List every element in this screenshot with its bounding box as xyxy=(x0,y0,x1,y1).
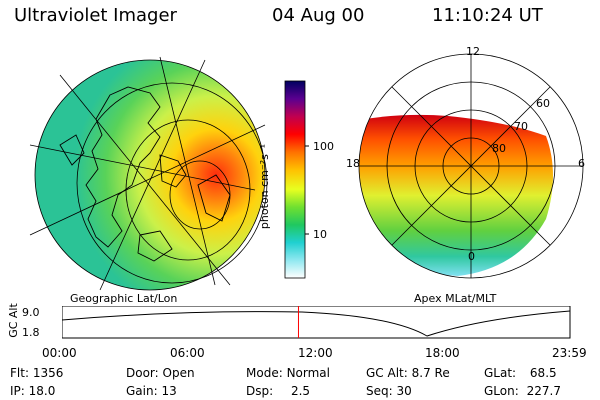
ip-value: 18.0 xyxy=(28,384,56,398)
timeline-axis-label: GC Alt xyxy=(6,303,20,338)
colorbar-tick-10: 10 xyxy=(313,228,327,241)
timeline-ytick-high: 9.0 xyxy=(22,306,40,319)
mlt-label-18: 18 xyxy=(346,157,360,170)
gc-alt-field: GC Alt: 8.7 Re xyxy=(366,366,450,380)
mlt-label-0: 0 xyxy=(468,250,475,263)
timeline-xtick-1800: 18:00 xyxy=(425,346,460,360)
gc-alt-label: GC Alt: xyxy=(366,366,408,380)
geographic-auroral-image xyxy=(29,56,268,291)
gain-label: Gain: xyxy=(126,384,158,398)
flt-field: Flt: 1356 xyxy=(10,366,63,380)
app-title: Ultraviolet Imager xyxy=(14,5,177,26)
ip-field: IP: 18.0 xyxy=(10,384,55,398)
mlt-label-12: 12 xyxy=(466,45,480,58)
mlat-label-70: 70 xyxy=(514,120,528,133)
glat-value: 68.5 xyxy=(529,366,557,380)
mlat-label-80: 80 xyxy=(492,142,506,155)
flt-value: 1356 xyxy=(32,366,64,380)
seq-value: 30 xyxy=(396,384,412,398)
gc-alt-value: 8.7 Re xyxy=(411,366,450,380)
mode-value: Normal xyxy=(286,366,330,380)
gc-altitude-timeline xyxy=(62,306,571,339)
dsp-field: Dsp: 2.5 xyxy=(246,384,310,398)
gain-field: Gain: 13 xyxy=(126,384,177,398)
mode-field: Mode: Normal xyxy=(246,366,330,380)
timeline-xtick-0000: 00:00 xyxy=(42,346,77,360)
flt-label: Flt: xyxy=(10,366,29,380)
glon-field: GLon: 227.7 xyxy=(484,384,561,398)
apex-polar-plot xyxy=(358,53,584,279)
glat-label: GLat: xyxy=(484,366,517,380)
altitude-curve xyxy=(62,310,571,337)
colorbar-unit-label: photon cm⁻²s⁻¹ xyxy=(258,143,272,230)
gain-value: 13 xyxy=(161,384,177,398)
coastline-outline xyxy=(59,86,231,262)
right-panel-caption: Apex MLat/MLT xyxy=(414,292,497,305)
timeline-xtick-2359: 23:59 xyxy=(552,346,587,360)
mlt-label-6: 6 xyxy=(578,157,585,170)
door-value: Open xyxy=(162,366,195,380)
mode-label: Mode: xyxy=(246,366,283,380)
dsp-label: Dsp: xyxy=(246,384,274,398)
observation-time: 11:10:24 UT xyxy=(432,5,543,26)
glon-label: GLon: xyxy=(484,384,519,398)
intensity-colorbar xyxy=(284,80,309,279)
seq-label: Seq: xyxy=(366,384,393,398)
timeline-xtick-0600: 06:00 xyxy=(170,346,205,360)
observation-date: 04 Aug 00 xyxy=(272,5,365,26)
glon-value: 227.7 xyxy=(526,384,561,398)
mlat-label-60: 60 xyxy=(536,97,550,110)
door-label: Door: xyxy=(126,366,159,380)
seq-field: Seq: 30 xyxy=(366,384,412,398)
door-field: Door: Open xyxy=(126,366,195,380)
timeline-xtick-1200: 12:00 xyxy=(298,346,333,360)
timeline-ytick-low: 1.8 xyxy=(22,326,40,339)
lat-lon-grid xyxy=(29,56,268,291)
mlat-mlt-grid xyxy=(358,53,584,279)
ip-label: IP: xyxy=(10,384,25,398)
colorbar-tick-100: 100 xyxy=(313,140,334,153)
glat-field: GLat: 68.5 xyxy=(484,366,557,380)
left-panel-caption: Geographic Lat/Lon xyxy=(70,292,178,305)
dsp-value: 2.5 xyxy=(290,384,311,398)
